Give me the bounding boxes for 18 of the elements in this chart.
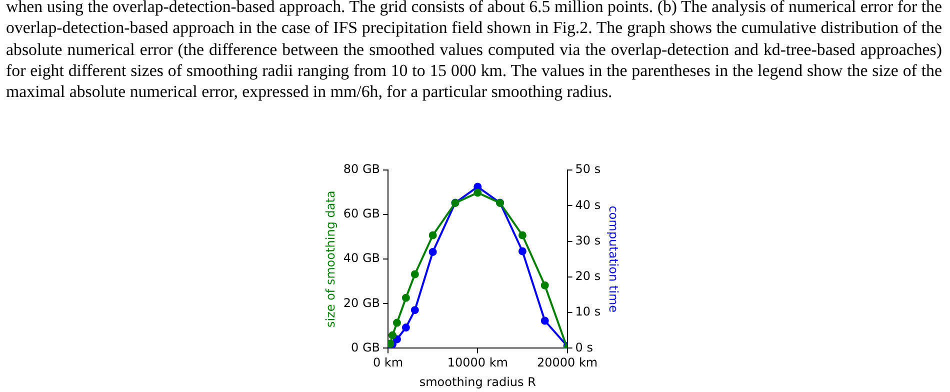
y2-tick-label: 10 s [575,304,601,319]
y2-tick-label: 30 s [575,233,601,248]
y-tick-label: 60 GB [343,206,380,221]
y2-axis-title: computation time [606,206,621,313]
y-tick-label: 0 GB [351,340,380,354]
y-tick-label: 80 GB [343,162,380,176]
y-axis-title: size of smoothing data [323,190,338,328]
y2-tick-label: 50 s [575,162,601,176]
y2-tick-label: 20 s [575,269,601,284]
text: when using the overlap-detection-based approach. The grid consists of about 6.5 million points. (b) The analysis of numerical error for the overlap-detection-based approach in the case of IFS precipitation field shown in Fig.2. The graph shows the cumulative distribution of the absolute numerical error (the difference between the smoothed values computed via the overlap-detection and kd-tree-based approaches) for eight different sizes of smoothing radii ranging from 10 to 15 000 km. The values in the parentheses in the legend show the size of the maximal absolute numerical error, expressed in mm/6h, for a particular smoothing radius. [6,0,942,102]
x-tick-label: 20000 km [536,356,598,370]
y-tick-label: 20 GB [343,296,380,310]
x-tick-label: 10000 km [447,356,508,370]
x-tick-label: 0 km [372,356,404,370]
y2-tick-label: 40 s [575,198,601,212]
y-tick-label: 40 GB [343,251,380,266]
x-axis-title: smoothing radius R [419,374,536,389]
y2-tick-label: 0 s [575,340,593,354]
